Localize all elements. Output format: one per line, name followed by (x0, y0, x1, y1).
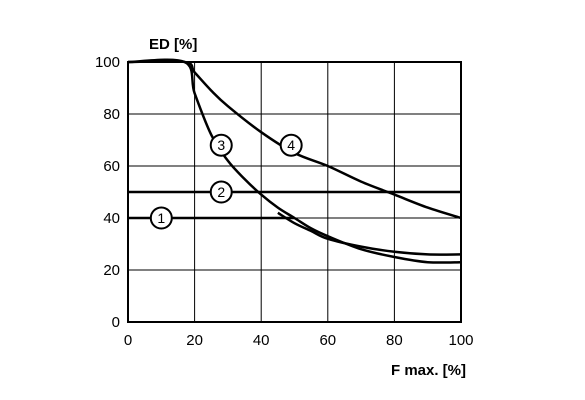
x-tick-label: 20 (186, 332, 203, 349)
x-tick-label: 100 (448, 332, 473, 349)
curve-extra-4 (277, 211, 462, 256)
x-tick-label: 0 (124, 332, 132, 349)
y-tick-label: 60 (103, 158, 120, 175)
marker-circle (209, 180, 233, 204)
marker-label: 4 (287, 137, 295, 153)
curve-4 (127, 59, 462, 220)
plot-frame (127, 61, 462, 323)
y-tick-label: 20 (103, 262, 120, 279)
y-tick-label: 0 (112, 314, 120, 331)
x-axis-label: F max. [%] (391, 362, 466, 379)
marker-label: 1 (157, 210, 165, 226)
tick-labels: 0 20 40 60 80 100 0 20 40 60 80 100 (95, 54, 474, 349)
x-tick-label: 80 (386, 332, 403, 349)
y-tick-label: 80 (103, 106, 120, 123)
marker-label: 3 (217, 137, 225, 153)
marker-circle (149, 206, 173, 230)
marker-label: 2 (217, 184, 225, 200)
y-tick-label: 40 (103, 210, 120, 227)
marker-circle (279, 133, 303, 157)
y-tick-label: 100 (95, 54, 120, 71)
marker-circle (209, 133, 233, 157)
y-axis-label: ED [%] (149, 36, 197, 53)
curve-marker-3: 3 (209, 133, 233, 157)
curves (127, 58, 462, 264)
curve-marker-1: 1 (149, 206, 173, 230)
x-tick-label: 40 (253, 332, 270, 349)
curve-3 (127, 58, 462, 264)
curve-markers: 1 2 3 4 (149, 133, 303, 230)
curve-marker-2: 2 (209, 180, 233, 204)
curve-marker-4: 4 (279, 133, 303, 157)
x-tick-label: 60 (319, 332, 336, 349)
